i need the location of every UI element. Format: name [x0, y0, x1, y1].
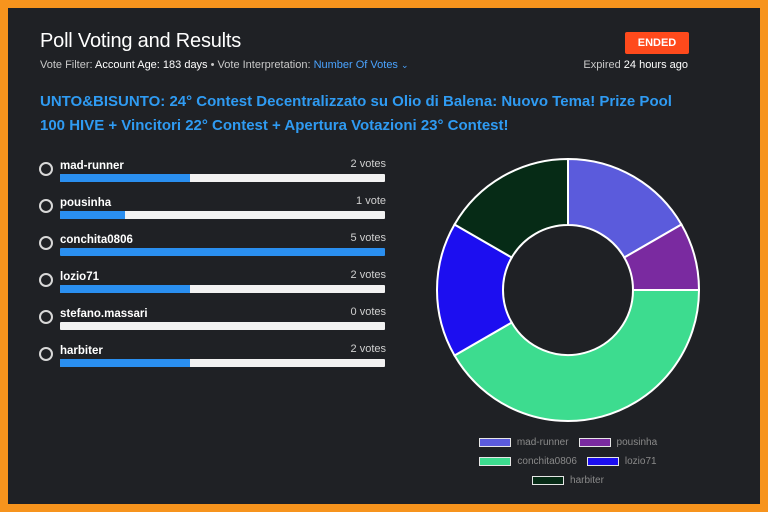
option-votes: 5 votes — [350, 232, 386, 244]
radio-button[interactable] — [39, 347, 53, 361]
legend-swatch — [532, 476, 565, 485]
poll-option[interactable]: pousinha 1 vote — [38, 195, 386, 232]
option-name: harbiter — [60, 345, 103, 357]
legend-item[interactable]: lozio71 — [586, 456, 657, 467]
expired-value: 24 hours ago — [623, 59, 688, 71]
radio-button[interactable] — [39, 273, 53, 287]
legend-item[interactable]: pousinha — [578, 437, 658, 448]
legend-item[interactable]: conchita0806 — [479, 456, 577, 467]
legend-label: harbiter — [570, 475, 604, 486]
vote-bar-fill — [60, 359, 190, 367]
legend-item[interactable]: mad-runner — [478, 437, 569, 448]
chart-slice-harbiter[interactable] — [453, 157, 569, 259]
legend-item[interactable]: harbiter — [532, 475, 604, 486]
legend-row: mad-runner pousinha — [448, 433, 688, 452]
interpretation-value: Number Of Votes — [313, 59, 398, 71]
option-name: conchita0806 — [60, 234, 133, 246]
expired-label: Expired — [583, 59, 621, 71]
vote-filter-value: Account Age: 183 days — [95, 59, 208, 71]
legend-label: pousinha — [616, 437, 658, 448]
interpretation-label: Vote Interpretation: — [217, 59, 311, 71]
poll-question-link[interactable]: UNTO&BISUNTO: 24° Contest Decentralizzat… — [40, 93, 672, 134]
vote-bar — [60, 211, 385, 219]
legend-swatch — [578, 438, 611, 447]
poll-options: mad-runner 2 votes pousinha 1 vote conchita0… — [38, 158, 386, 380]
vote-bar-fill — [60, 174, 190, 182]
radio-button[interactable] — [39, 162, 53, 176]
option-votes: 2 votes — [350, 343, 386, 355]
vote-filter-label: Vote Filter: — [40, 59, 93, 71]
vote-bar-fill — [60, 285, 190, 293]
radio-button[interactable] — [39, 236, 53, 250]
legend-swatch — [479, 457, 512, 466]
option-votes: 2 votes — [350, 158, 386, 170]
radio-button[interactable] — [39, 310, 53, 324]
expiry-info: Expired 24 hours ago — [583, 59, 688, 71]
poll-meta: Vote Filter: Account Age: 183 days • Vot… — [40, 59, 409, 71]
option-votes: 2 votes — [350, 269, 386, 281]
status-badge: ENDED — [625, 32, 689, 54]
vote-bar-fill — [60, 211, 125, 219]
vote-bar-fill — [60, 248, 385, 256]
option-name: stefano.massari — [60, 308, 148, 320]
option-name: pousinha — [60, 197, 112, 209]
vote-bar — [60, 248, 385, 256]
option-votes: 1 vote — [356, 195, 386, 207]
vote-bar — [60, 285, 385, 293]
vote-bar — [60, 174, 385, 182]
page-title: Poll Voting and Results — [40, 30, 242, 52]
legend-label: conchita0806 — [517, 456, 577, 467]
vote-bar — [60, 322, 385, 330]
legend-swatch — [478, 438, 511, 447]
poll-option[interactable]: conchita0806 5 votes — [38, 232, 386, 269]
poll-option[interactable]: harbiter 2 votes — [38, 343, 386, 380]
option-name: lozio71 — [60, 271, 99, 283]
vote-bar — [60, 359, 385, 367]
results-doughnut-chart — [436, 157, 701, 422]
poll-card: Poll Voting and Results ENDED Vote Filte… — [8, 8, 760, 504]
legend-row: conchita0806 lozio71 — [448, 452, 688, 471]
chart-legend: mad-runner pousinha conchita0806 lozio71 har… — [448, 433, 688, 490]
interpretation-dropdown[interactable]: Number Of Votes ⌄ — [314, 59, 409, 71]
chevron-down-icon: ⌄ — [401, 60, 409, 70]
radio-button[interactable] — [39, 199, 53, 213]
poll-option[interactable]: lozio71 2 votes — [38, 269, 386, 306]
chart-slice-conchita0806[interactable] — [453, 289, 701, 422]
legend-row: harbiter — [448, 471, 688, 490]
poll-option[interactable]: stefano.massari 0 votes — [38, 306, 386, 343]
option-name: mad-runner — [60, 160, 124, 172]
option-votes: 0 votes — [350, 306, 386, 318]
legend-label: mad-runner — [516, 437, 569, 448]
poll-option[interactable]: mad-runner 2 votes — [38, 158, 386, 195]
meta-separator: • — [210, 59, 215, 71]
legend-label: lozio71 — [624, 456, 657, 467]
legend-swatch — [586, 457, 619, 466]
